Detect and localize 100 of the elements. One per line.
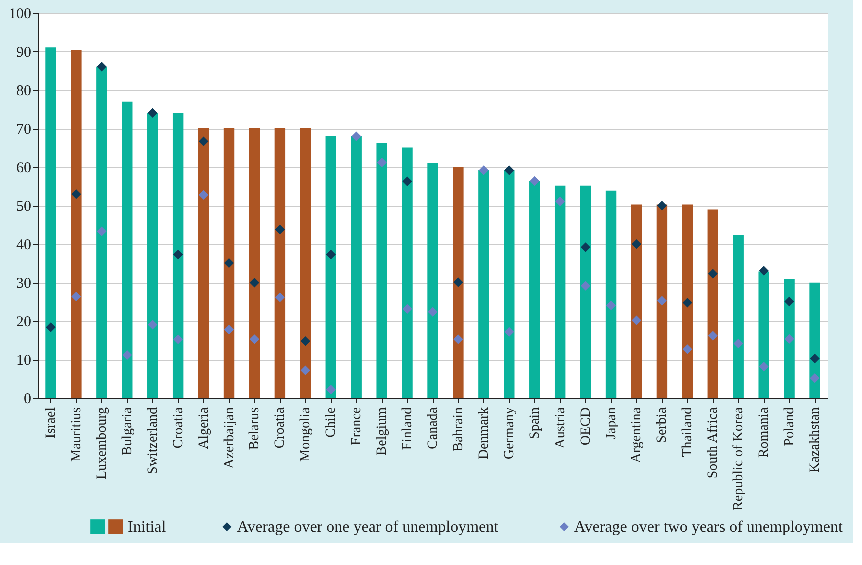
point [46, 322, 56, 332]
y-tick-label: 70 [16, 122, 32, 138]
x-tick-label: Belarus [248, 408, 263, 450]
x-tick-label: Croatia [171, 406, 186, 449]
bar [148, 113, 158, 398]
x-tick-label: Austria [553, 406, 568, 449]
point [97, 62, 107, 72]
point [784, 334, 794, 344]
x-tick-label: Belgium [375, 407, 390, 456]
point [454, 334, 464, 344]
point [530, 176, 540, 186]
point [606, 300, 616, 310]
x-tick-label: Thailand [680, 408, 696, 458]
point [198, 136, 209, 146]
bar [172, 113, 184, 398]
x-tick-label: OECD [578, 408, 594, 446]
point [402, 304, 412, 314]
x-tick-label: Luxembourg [94, 408, 110, 480]
x-tick-label: Mauritius [69, 408, 84, 462]
point [402, 176, 412, 187]
bar [453, 167, 464, 398]
point [173, 334, 184, 344]
x-tick-label: Germany [502, 408, 518, 460]
point [428, 307, 438, 318]
point [250, 278, 260, 288]
y-tick-label: 10 [16, 353, 32, 369]
point [377, 158, 387, 168]
x-tick-label: Spain [528, 408, 543, 440]
point [198, 190, 209, 200]
x-tick-label: Switzerland [146, 408, 161, 474]
x-tick-label: Canada [426, 406, 441, 450]
point [632, 316, 642, 326]
bar [554, 186, 566, 398]
point [708, 269, 718, 279]
bar [402, 148, 413, 398]
bar [784, 279, 795, 398]
bar [504, 170, 515, 398]
bar [274, 128, 286, 398]
x-tick-label: Finland [400, 408, 416, 450]
point [580, 242, 591, 252]
point [682, 298, 693, 308]
point [810, 354, 820, 364]
y-tick-label: 60 [16, 160, 32, 176]
point [682, 344, 693, 354]
x-tick-label: Chile [324, 408, 340, 438]
y-tick-label: 50 [16, 199, 32, 215]
x-tick-label: Denmark [476, 408, 492, 460]
point [224, 258, 234, 268]
point [759, 362, 769, 372]
bar [631, 204, 642, 398]
bar [198, 128, 210, 398]
bar [224, 128, 235, 398]
point [479, 166, 489, 176]
x-tick-label: Serbia [655, 406, 670, 444]
bar [122, 102, 133, 398]
x-tick-label: Japan [604, 408, 620, 440]
y-tick-label: 0 [24, 392, 32, 408]
point [97, 226, 107, 237]
bar [249, 128, 260, 398]
bar [326, 136, 336, 398]
point [173, 250, 184, 260]
bar [708, 210, 718, 398]
x-tick-label: Argentina [630, 406, 645, 464]
y-tick-label: 100 [9, 6, 32, 22]
bar [656, 204, 668, 398]
point [250, 334, 260, 344]
point [326, 385, 336, 395]
point [810, 373, 820, 384]
bar [46, 48, 56, 398]
x-tick-label: Bahrain [451, 408, 466, 452]
x-tick-label: Romania [757, 406, 772, 458]
bar [530, 181, 540, 398]
point [352, 132, 362, 142]
x-tick-label: Israel [44, 407, 59, 439]
bar [606, 190, 617, 398]
bar [810, 282, 820, 398]
x-tick-label: Croatia [273, 406, 288, 449]
y-tick-label: 40 [16, 238, 32, 254]
x-tick-label: Mongolia [298, 406, 314, 462]
point [275, 224, 286, 235]
bar [96, 66, 108, 398]
point [504, 166, 514, 176]
bar [300, 128, 312, 398]
point [300, 336, 311, 346]
legend-label: Initial [128, 519, 167, 536]
point [224, 324, 234, 335]
point [300, 366, 311, 376]
point [148, 320, 158, 330]
point [657, 296, 668, 306]
point [122, 350, 132, 360]
x-tick-label: Kazakhstan [808, 408, 824, 473]
point [504, 327, 514, 338]
point [632, 240, 642, 250]
point [148, 108, 158, 118]
point [759, 266, 769, 276]
bar [376, 144, 388, 398]
point [580, 281, 591, 291]
legend-label: Average over one year of unemployment [237, 519, 500, 536]
y-tick-label: 90 [16, 45, 32, 61]
bar [478, 170, 490, 398]
